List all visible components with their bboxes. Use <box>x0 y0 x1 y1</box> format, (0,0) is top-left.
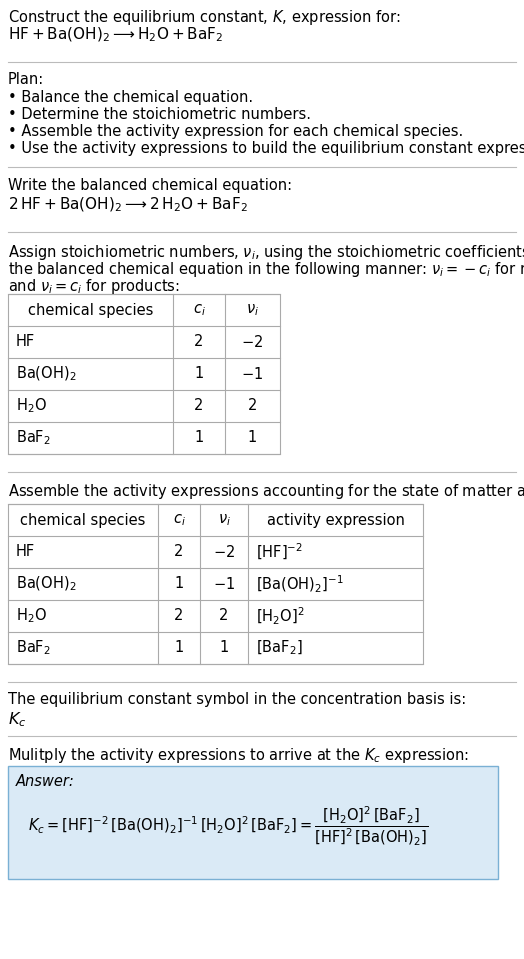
Text: $\nu_i$: $\nu_i$ <box>246 302 259 317</box>
Text: 1: 1 <box>194 366 204 382</box>
Text: • Determine the stoichiometric numbers.: • Determine the stoichiometric numbers. <box>8 107 311 122</box>
Text: chemical species: chemical species <box>20 512 146 527</box>
Text: $K_c$: $K_c$ <box>8 710 26 729</box>
Text: $\mathrm{BaF_2}$: $\mathrm{BaF_2}$ <box>16 429 51 447</box>
Text: The equilibrium constant symbol in the concentration basis is:: The equilibrium constant symbol in the c… <box>8 692 466 707</box>
Text: Write the balanced chemical equation:: Write the balanced chemical equation: <box>8 178 292 193</box>
Text: 1: 1 <box>220 641 228 656</box>
Text: $-1$: $-1$ <box>242 366 264 382</box>
Text: 2: 2 <box>174 545 184 559</box>
Text: $c_i$: $c_i$ <box>172 512 185 527</box>
Text: $\nu_i$: $\nu_i$ <box>217 512 231 527</box>
Text: $\mathrm{2\,HF + Ba(OH)_2 \longrightarrow 2\,H_2O + BaF_2}$: $\mathrm{2\,HF + Ba(OH)_2 \longrightarro… <box>8 196 248 215</box>
Text: $K_c = [\mathrm{HF}]^{-2}\,[\mathrm{Ba(OH)_2}]^{-1}\,[\mathrm{H_2O}]^{2}\,[\math: $K_c = [\mathrm{HF}]^{-2}\,[\mathrm{Ba(O… <box>28 805 428 848</box>
Text: $\mathrm{BaF_2}$: $\mathrm{BaF_2}$ <box>16 639 51 657</box>
Text: $-2$: $-2$ <box>213 544 235 560</box>
Text: $c_i$: $c_i$ <box>193 302 205 317</box>
Text: 1: 1 <box>248 431 257 446</box>
Text: $\mathrm{H_2O}$: $\mathrm{H_2O}$ <box>16 397 47 415</box>
Bar <box>8 504 423 664</box>
Text: $[\mathrm{H_2O}]^{2}$: $[\mathrm{H_2O}]^{2}$ <box>256 605 304 626</box>
Text: • Balance the chemical equation.: • Balance the chemical equation. <box>8 90 253 105</box>
Text: $[\mathrm{Ba(OH)_2}]^{-1}$: $[\mathrm{Ba(OH)_2}]^{-1}$ <box>256 573 344 595</box>
Text: 2: 2 <box>174 609 184 623</box>
Text: HF: HF <box>16 335 35 349</box>
Text: 1: 1 <box>194 431 204 446</box>
Text: Plan:: Plan: <box>8 72 44 87</box>
Text: $-2$: $-2$ <box>242 334 264 350</box>
Text: 2: 2 <box>248 399 257 413</box>
Text: the balanced chemical equation in the following manner: $\nu_i = -c_i$ for react: the balanced chemical equation in the fo… <box>8 260 524 279</box>
FancyBboxPatch shape <box>8 766 498 879</box>
Text: 2: 2 <box>194 335 204 349</box>
Text: $-1$: $-1$ <box>213 576 235 592</box>
Text: Mulitply the activity expressions to arrive at the $K_c$ expression:: Mulitply the activity expressions to arr… <box>8 746 469 765</box>
Text: $\mathrm{H_2O}$: $\mathrm{H_2O}$ <box>16 607 47 625</box>
Text: • Use the activity expressions to build the equilibrium constant expression.: • Use the activity expressions to build … <box>8 141 524 156</box>
Text: $[\mathrm{BaF_2}]$: $[\mathrm{BaF_2}]$ <box>256 639 303 657</box>
Text: HF: HF <box>16 545 35 559</box>
Text: 2: 2 <box>220 609 228 623</box>
Text: 2: 2 <box>194 399 204 413</box>
Text: $[\mathrm{HF}]^{-2}$: $[\mathrm{HF}]^{-2}$ <box>256 542 303 562</box>
Text: and $\nu_i = c_i$ for products:: and $\nu_i = c_i$ for products: <box>8 277 180 296</box>
Text: $\mathrm{HF + Ba(OH)_2 \longrightarrow H_2O + BaF_2}$: $\mathrm{HF + Ba(OH)_2 \longrightarrow H… <box>8 26 223 44</box>
Text: Assign stoichiometric numbers, $\nu_i$, using the stoichiometric coefficients, $: Assign stoichiometric numbers, $\nu_i$, … <box>8 243 524 262</box>
Text: 1: 1 <box>174 641 183 656</box>
Text: Answer:: Answer: <box>16 774 75 789</box>
Text: Construct the equilibrium constant, $K$, expression for:: Construct the equilibrium constant, $K$,… <box>8 8 401 27</box>
Text: activity expression: activity expression <box>267 512 405 527</box>
Text: $\mathrm{Ba(OH)_2}$: $\mathrm{Ba(OH)_2}$ <box>16 574 77 594</box>
Text: Assemble the activity expressions accounting for the state of matter and $\nu_i$: Assemble the activity expressions accoun… <box>8 482 524 501</box>
Text: • Assemble the activity expression for each chemical species.: • Assemble the activity expression for e… <box>8 124 463 139</box>
Bar <box>8 294 280 454</box>
Text: $\mathrm{Ba(OH)_2}$: $\mathrm{Ba(OH)_2}$ <box>16 364 77 384</box>
Text: chemical species: chemical species <box>28 302 153 317</box>
Text: 1: 1 <box>174 576 183 592</box>
